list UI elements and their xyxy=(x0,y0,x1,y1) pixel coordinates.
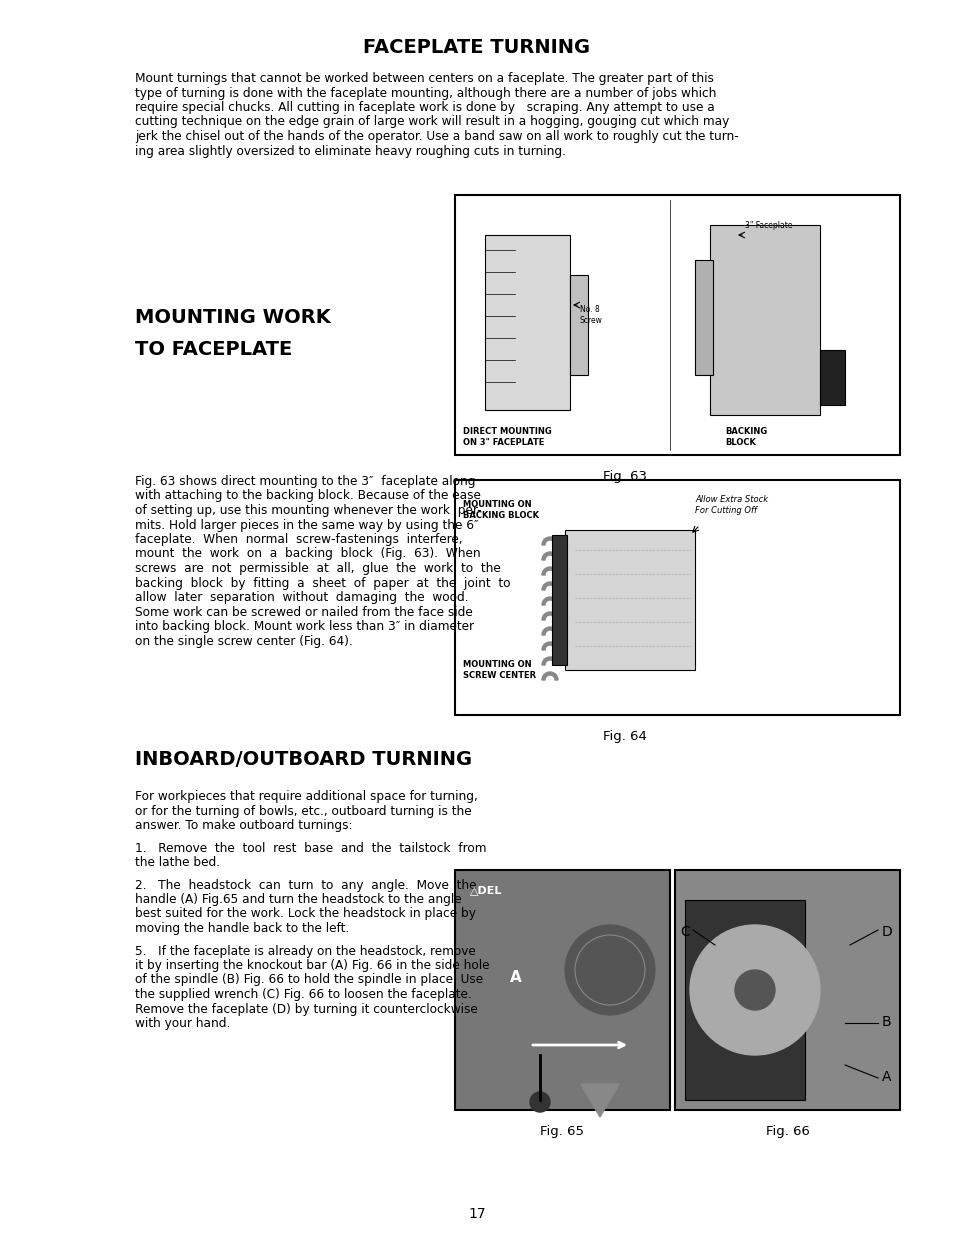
Text: with your hand.: with your hand. xyxy=(135,1016,230,1030)
Text: Fig. 63: Fig. 63 xyxy=(602,471,646,483)
Text: Fig. 66: Fig. 66 xyxy=(764,1125,808,1137)
Text: of setting up, use this mounting whenever the work  per-: of setting up, use this mounting wheneve… xyxy=(135,504,481,517)
Text: No. 8
Screw: No. 8 Screw xyxy=(579,305,602,325)
Bar xyxy=(675,869,899,1110)
Text: require special chucks. All cutting in faceplate work is done by   scraping. Any: require special chucks. All cutting in f… xyxy=(135,101,714,114)
Wedge shape xyxy=(541,597,558,605)
Text: 1.   Remove  the  tool  rest  base  and  the  tailstock  from: 1. Remove the tool rest base and the tai… xyxy=(135,841,486,855)
Text: on the single screw center (Fig. 64).: on the single screw center (Fig. 64). xyxy=(135,635,353,647)
Text: MOUNTING ON
BACKING BLOCK: MOUNTING ON BACKING BLOCK xyxy=(462,500,538,520)
Text: Some work can be screwed or nailed from the face side: Some work can be screwed or nailed from … xyxy=(135,605,473,619)
Text: 3" Faceplate: 3" Faceplate xyxy=(744,221,792,230)
Wedge shape xyxy=(541,627,558,635)
Text: A: A xyxy=(882,1070,890,1084)
Text: cutting technique on the edge grain of large work will result in a hogging, goug: cutting technique on the edge grain of l… xyxy=(135,116,728,128)
Wedge shape xyxy=(541,672,558,680)
Text: D: D xyxy=(882,925,892,939)
Text: MOUNTING ON
SCREW CENTER: MOUNTING ON SCREW CENTER xyxy=(462,659,536,680)
Text: mount  the  work  on  a  backing  block  (Fig.  63).  When: mount the work on a backing block (Fig. … xyxy=(135,547,480,561)
Text: it by inserting the knockout bar (A) Fig. 66 in the side hole: it by inserting the knockout bar (A) Fig… xyxy=(135,960,489,972)
Bar xyxy=(552,535,566,664)
Circle shape xyxy=(689,925,820,1055)
Bar xyxy=(455,869,669,1110)
Circle shape xyxy=(734,969,774,1010)
Text: A: A xyxy=(510,969,521,986)
Text: 17: 17 xyxy=(468,1207,485,1221)
Bar xyxy=(695,261,712,375)
Text: Fig. 63 shows direct mounting to the 3″  faceplate along: Fig. 63 shows direct mounting to the 3″ … xyxy=(135,475,475,488)
Text: moving the handle back to the left.: moving the handle back to the left. xyxy=(135,923,349,935)
Wedge shape xyxy=(541,642,558,650)
Text: handle (A) Fig.65 and turn the headstock to the angle: handle (A) Fig.65 and turn the headstock… xyxy=(135,893,461,906)
Text: BACKING
BLOCK: BACKING BLOCK xyxy=(724,427,766,447)
Wedge shape xyxy=(541,567,558,576)
Bar xyxy=(569,275,587,375)
Text: mits. Hold larger pieces in the same way by using the 6″: mits. Hold larger pieces in the same way… xyxy=(135,519,478,531)
Text: into backing block. Mount work less than 3″ in diameter: into backing block. Mount work less than… xyxy=(135,620,474,634)
Bar xyxy=(684,900,804,1100)
Text: best suited for the work. Lock the headstock in place by: best suited for the work. Lock the heads… xyxy=(135,908,476,920)
Text: DIRECT MOUNTING
ON 3" FACEPLATE: DIRECT MOUNTING ON 3" FACEPLATE xyxy=(462,427,551,447)
Bar xyxy=(455,195,899,454)
Text: 5.   If the faceplate is already on the headstock, remove: 5. If the faceplate is already on the he… xyxy=(135,945,476,957)
Text: answer. To make outboard turnings:: answer. To make outboard turnings: xyxy=(135,819,352,832)
Bar xyxy=(820,350,844,405)
Text: backing  block  by  fitting  a  sheet  of  paper  at  the  joint  to: backing block by fitting a sheet of pape… xyxy=(135,577,510,589)
Text: faceplate.  When  normal  screw-fastenings  interfere,: faceplate. When normal screw-fastenings … xyxy=(135,534,462,546)
Text: the supplied wrench (C) Fig. 66 to loosen the faceplate.: the supplied wrench (C) Fig. 66 to loose… xyxy=(135,988,471,1002)
Bar xyxy=(564,530,695,671)
Text: type of turning is done with the faceplate mounting, although there are a number: type of turning is done with the facepla… xyxy=(135,86,716,100)
Text: FACEPLATE TURNING: FACEPLATE TURNING xyxy=(363,38,590,57)
Circle shape xyxy=(530,1092,550,1112)
Wedge shape xyxy=(541,582,558,590)
Bar xyxy=(709,225,820,415)
Text: INBOARD/OUTBOARD TURNING: INBOARD/OUTBOARD TURNING xyxy=(135,750,472,769)
Text: or for the turning of bowls, etc., outboard turning is the: or for the turning of bowls, etc., outbo… xyxy=(135,804,471,818)
Text: MOUNTING WORK: MOUNTING WORK xyxy=(135,308,331,327)
Wedge shape xyxy=(541,657,558,664)
Text: the lathe bed.: the lathe bed. xyxy=(135,856,220,869)
Text: Fig. 65: Fig. 65 xyxy=(540,1125,584,1137)
Text: Allow Extra Stock
For Cutting Off: Allow Extra Stock For Cutting Off xyxy=(695,495,767,515)
Text: TO FACEPLATE: TO FACEPLATE xyxy=(135,340,292,359)
Circle shape xyxy=(564,925,655,1015)
Bar xyxy=(455,480,899,715)
Wedge shape xyxy=(541,552,558,559)
Text: △DEL: △DEL xyxy=(470,885,502,895)
Text: allow  later  separation  without  damaging  the  wood.: allow later separation without damaging … xyxy=(135,592,468,604)
Text: Mount turnings that cannot be worked between centers on a faceplate. The greater: Mount turnings that cannot be worked bet… xyxy=(135,72,713,85)
Text: B: B xyxy=(882,1015,891,1029)
Wedge shape xyxy=(541,537,558,545)
Text: jerk the chisel out of the hands of the operator. Use a band saw on all work to : jerk the chisel out of the hands of the … xyxy=(135,130,738,143)
Text: Remove the faceplate (D) by turning it counterclockwise: Remove the faceplate (D) by turning it c… xyxy=(135,1003,477,1015)
Text: with attaching to the backing block. Because of the ease: with attaching to the backing block. Bec… xyxy=(135,489,480,503)
Text: C: C xyxy=(679,925,689,939)
Text: screws  are  not  permissible  at  all,  glue  the  work  to  the: screws are not permissible at all, glue … xyxy=(135,562,500,576)
Text: For workpieces that require additional space for turning,: For workpieces that require additional s… xyxy=(135,790,477,803)
Wedge shape xyxy=(541,613,558,620)
Text: 2.   The  headstock  can  turn  to  any  angle.  Move  the: 2. The headstock can turn to any angle. … xyxy=(135,878,476,892)
Text: Fig. 64: Fig. 64 xyxy=(602,730,646,743)
Bar xyxy=(484,235,569,410)
Text: ing area slightly oversized to eliminate heavy roughing cuts in turning.: ing area slightly oversized to eliminate… xyxy=(135,144,565,158)
Text: of the spindle (B) Fig. 66 to hold the spindle in place. Use: of the spindle (B) Fig. 66 to hold the s… xyxy=(135,973,482,987)
